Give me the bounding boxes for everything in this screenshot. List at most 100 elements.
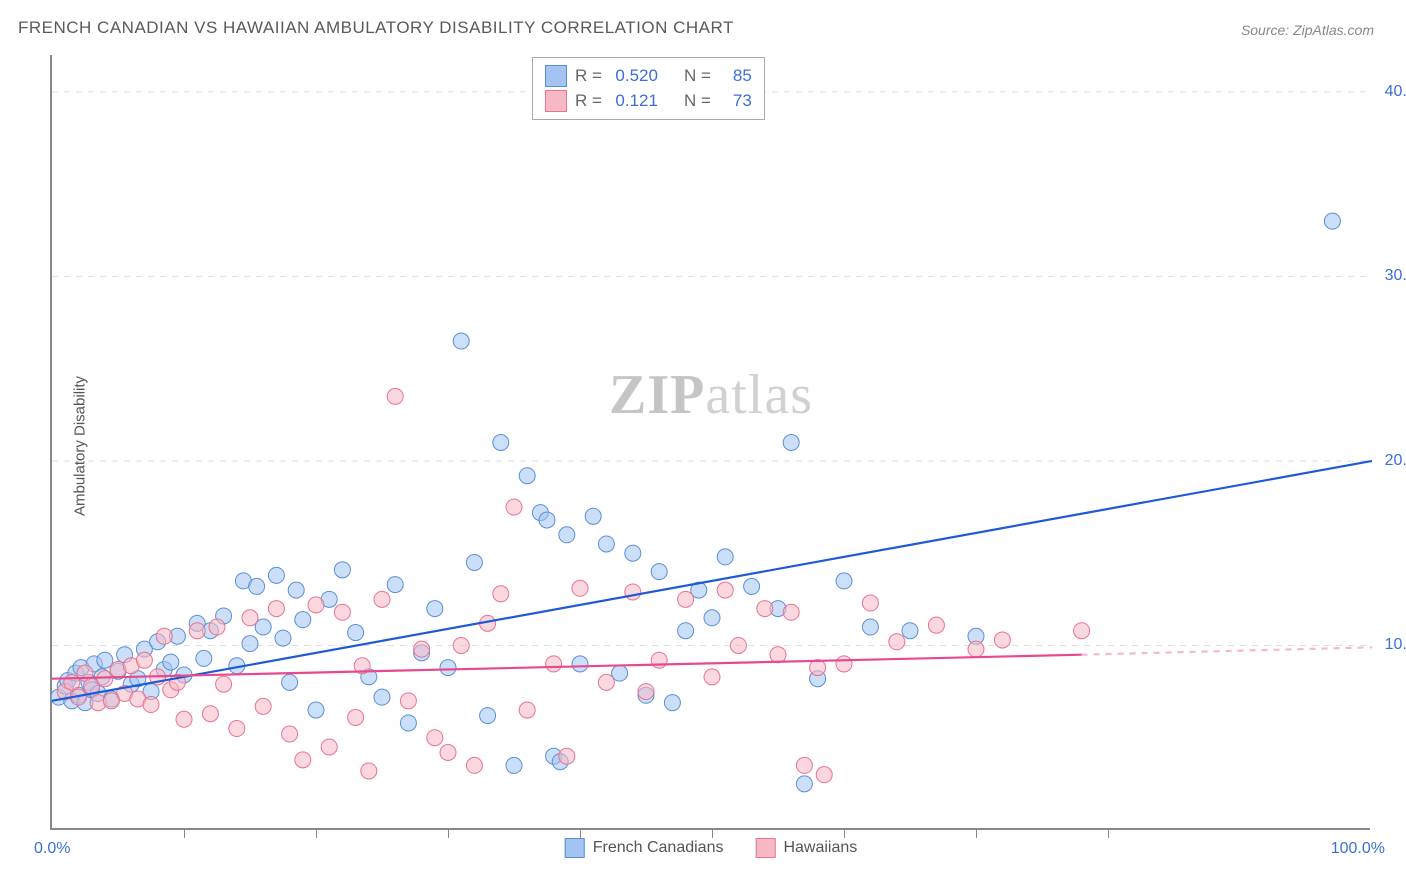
n-label: N = [684,66,711,86]
data-point-french_canadians [453,333,469,349]
scatter-plot-svg [52,55,1370,828]
data-point-french_canadians [268,567,284,583]
data-point-french_canadians [242,636,258,652]
data-point-hawaiians [268,601,284,617]
data-point-hawaiians [348,709,364,725]
data-point-hawaiians [176,711,192,727]
x-tick [580,828,581,838]
data-point-hawaiians [255,698,271,714]
data-point-french_canadians [836,573,852,589]
data-point-hawaiians [453,637,469,653]
data-point-hawaiians [156,628,172,644]
y-tick-label: 20.0% [1385,452,1406,470]
data-point-hawaiians [209,619,225,635]
series-legend-item: Hawaiians [755,838,857,858]
data-point-french_canadians [678,623,694,639]
data-point-hawaiians [466,757,482,773]
data-point-hawaiians [295,752,311,768]
data-point-hawaiians [308,597,324,613]
data-point-french_canadians [163,654,179,670]
data-point-french_canadians [295,612,311,628]
data-point-hawaiians [968,641,984,657]
data-point-french_canadians [249,578,265,594]
data-point-french_canadians [783,435,799,451]
data-point-french_canadians [598,536,614,552]
data-point-hawaiians [730,637,746,653]
data-point-hawaiians [836,656,852,672]
data-point-hawaiians [189,623,205,639]
data-point-french_canadians [796,776,812,792]
series-legend-item: French Canadians [565,838,724,858]
x-tick [712,828,713,838]
data-point-french_canadians [651,564,667,580]
data-point-hawaiians [816,767,832,783]
data-point-french_canadians [282,674,298,690]
data-point-hawaiians [796,757,812,773]
data-point-french_canadians [744,578,760,594]
data-point-french_canadians [400,715,416,731]
x-tick [844,828,845,838]
data-point-french_canadians [506,757,522,773]
series-legend-label: Hawaiians [783,839,857,857]
data-point-hawaiians [1074,623,1090,639]
data-point-french_canadians [387,577,403,593]
n-label: N = [684,91,711,111]
data-point-french_canadians [585,508,601,524]
data-point-french_canadians [519,468,535,484]
data-point-hawaiians [143,697,159,713]
data-point-hawaiians [519,702,535,718]
n-value: 73 [733,91,752,111]
data-point-french_canadians [539,512,555,528]
data-point-french_canadians [902,623,918,639]
x-tick [184,828,185,838]
data-point-hawaiians [387,388,403,404]
r-label: R = [575,91,602,111]
x-tick [448,828,449,838]
data-point-hawaiians [638,684,654,700]
data-point-hawaiians [321,739,337,755]
trendline-extension-hawaiians [1082,647,1372,654]
series-legend-label: French Canadians [593,839,724,857]
r-value: 0.520 [610,66,658,86]
data-point-hawaiians [216,676,232,692]
data-point-french_canadians [288,582,304,598]
data-point-french_canadians [572,656,588,672]
data-point-hawaiians [889,634,905,650]
data-point-french_canadians [704,610,720,626]
data-point-french_canadians [196,650,212,666]
data-point-french_canadians [1324,213,1340,229]
data-point-french_canadians [559,527,575,543]
correlation-legend: R =0.520N =85R =0.121N =73 [532,57,765,120]
series-legend: French Canadians Hawaiians [565,838,858,858]
x-tick [976,828,977,838]
data-point-hawaiians [625,584,641,600]
data-point-french_canadians [466,554,482,570]
data-point-french_canadians [625,545,641,561]
data-point-hawaiians [400,693,416,709]
data-point-hawaiians [559,748,575,764]
data-point-hawaiians [440,745,456,761]
y-tick-label: 30.0% [1385,267,1406,285]
data-point-hawaiians [493,586,509,602]
x-max-label: 100.0% [1331,840,1385,858]
data-point-hawaiians [546,656,562,672]
x-origin-label: 0.0% [34,840,70,858]
data-point-hawaiians [717,582,733,598]
chart-plot-area: ZIPatlas R =0.520N =85R =0.121N =73 0.0%… [50,55,1370,830]
data-point-hawaiians [427,730,443,746]
data-point-hawaiians [506,499,522,515]
r-label: R = [575,66,602,86]
data-point-hawaiians [572,580,588,596]
data-point-hawaiians [862,595,878,611]
data-point-french_canadians [862,619,878,635]
data-point-hawaiians [414,641,430,657]
x-tick [316,828,317,838]
data-point-hawaiians [282,726,298,742]
x-tick [1108,828,1109,838]
data-point-french_canadians [275,630,291,646]
data-point-french_canadians [348,625,364,641]
data-point-french_canadians [493,435,509,451]
data-point-hawaiians [770,647,786,663]
data-point-french_canadians [480,708,496,724]
correlation-legend-row: R =0.520N =85 [545,65,752,87]
